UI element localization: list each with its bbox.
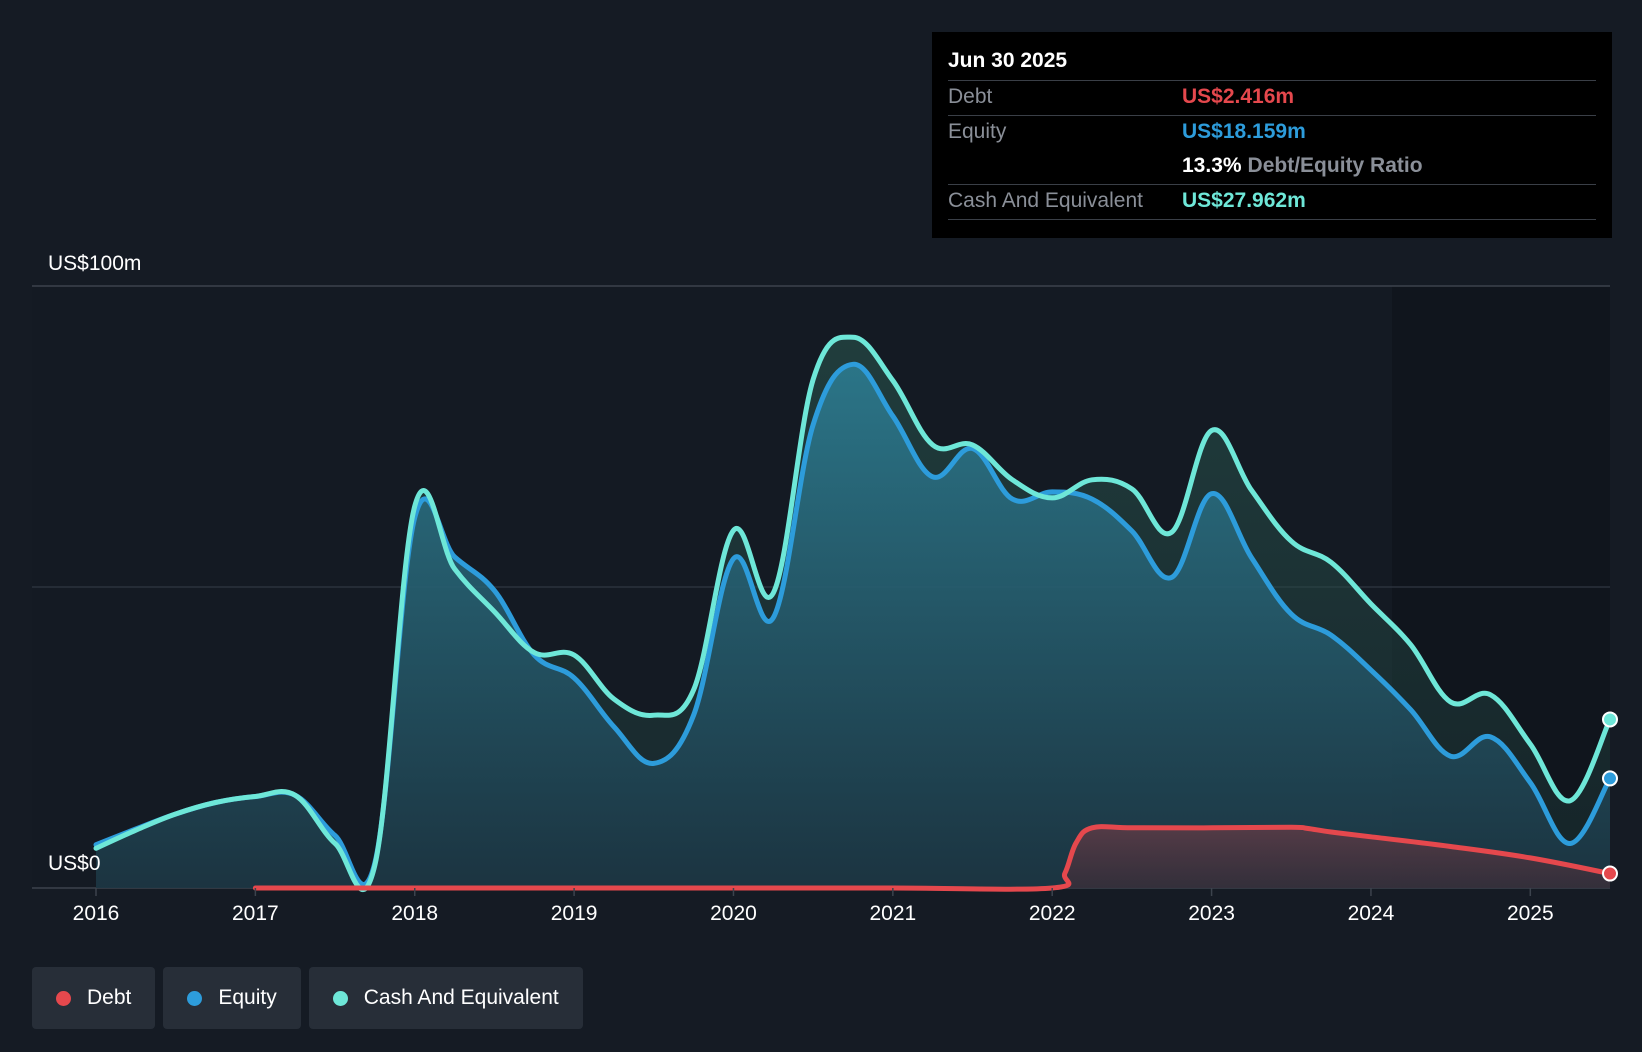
x-tick-label-2019: 2019 xyxy=(551,902,598,925)
cash-line xyxy=(93,334,1613,893)
equity-area xyxy=(96,364,1610,889)
legend-item-debt[interactable]: Debt xyxy=(32,967,156,1029)
tooltip-cash-value: US$27.962m xyxy=(1182,189,1306,212)
legend-label-equity: Equity xyxy=(218,986,277,1009)
tooltip-ratio-value: 13.3% xyxy=(1182,154,1242,177)
tooltip-equity-label: Equity xyxy=(948,120,1007,143)
debt-line xyxy=(252,824,1613,892)
tooltip-row-cash: Cash And Equivalent US$27.962m xyxy=(948,184,1596,220)
debt-area xyxy=(255,826,1611,890)
cash-end-marker xyxy=(1602,711,1618,728)
tooltip-debt-label: Debt xyxy=(948,85,993,108)
y-tick-top-label: US$100m xyxy=(48,252,141,275)
legend-dot-debt-icon xyxy=(56,990,71,1006)
debt-end-marker xyxy=(1602,865,1618,882)
tooltip-row-equity: Equity US$18.159m xyxy=(948,115,1596,150)
legend-dot-equity-icon xyxy=(187,990,203,1006)
tooltip-row-debt: Debt US$2.416m xyxy=(948,80,1596,115)
tooltip-date: Jun 30 2025 xyxy=(948,49,1068,72)
x-tick-label-2025: 2025 xyxy=(1507,902,1554,925)
tooltip-row-ratio: 13.3% Debt/Equity Ratio xyxy=(948,150,1596,184)
chart-legend: Debt Equity Cash And Equivalent xyxy=(32,967,583,1029)
tooltip-debt-value: US$2.416m xyxy=(1182,85,1295,108)
x-tick-label-2022: 2022 xyxy=(1029,902,1076,925)
legend-label-debt: Debt xyxy=(87,986,132,1009)
x-tick-label-2023: 2023 xyxy=(1188,902,1235,925)
legend-dot-cash-icon xyxy=(332,990,348,1006)
x-tick-label-2016: 2016 xyxy=(73,902,120,925)
legend-item-equity[interactable]: Equity xyxy=(163,967,301,1029)
equity-end-marker xyxy=(1602,770,1618,787)
x-tick-label-2024: 2024 xyxy=(1348,902,1395,925)
tooltip-ratio-label: Debt/Equity Ratio xyxy=(1247,154,1423,177)
y-tick-zero-label: US$0 xyxy=(48,852,101,875)
tooltip-equity-value: US$18.159m xyxy=(1182,120,1306,143)
x-tick-label-2020: 2020 xyxy=(710,902,757,925)
legend-label-cash: Cash And Equivalent xyxy=(363,986,559,1009)
tooltip-panel: Jun 30 2025 Debt US$2.416m Equity US$18.… xyxy=(932,32,1612,238)
x-tick-label-2021: 2021 xyxy=(869,902,916,925)
x-tick-label-2018: 2018 xyxy=(391,902,438,925)
tooltip-cash-label: Cash And Equivalent xyxy=(948,189,1143,212)
x-tick-label-2017: 2017 xyxy=(232,902,279,925)
legend-item-cash[interactable]: Cash And Equivalent xyxy=(308,967,583,1029)
